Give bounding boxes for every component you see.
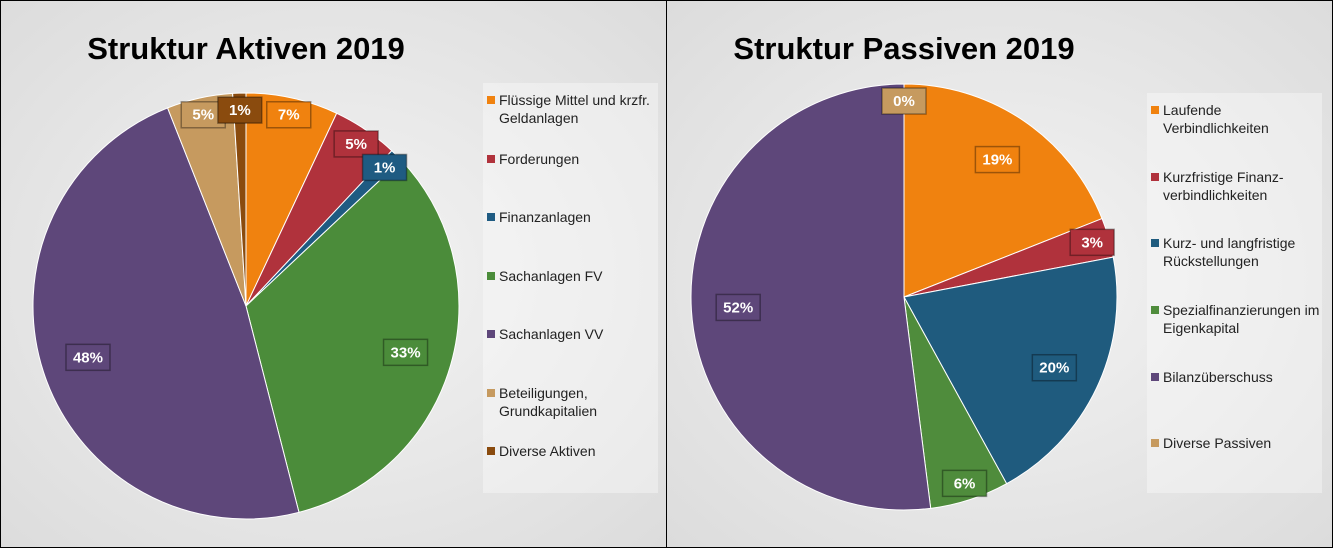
label-box: [65, 343, 111, 372]
legend-label: Spezialfinanzierungen im Eigenkapital: [1163, 302, 1320, 336]
legend-item: Forderungen: [487, 150, 664, 168]
label-box: [361, 153, 408, 182]
legend-swatch: [487, 271, 495, 280]
chart: Struktur Passiven 2019 19% 3% 20% 6% 52% 0%: [690, 31, 1118, 511]
chart: Struktur Aktiven 2019 7% 5% 1% 33% 48% 5% 1%: [32, 31, 460, 520]
value-label: 3%: [1081, 234, 1103, 251]
pie-slice: [903, 83, 1103, 298]
data-label: 52%: [715, 293, 761, 322]
legend-label: Kurz- und langfristige Rückstellungen: [1163, 235, 1296, 270]
legend-item: Diverse Passiven: [1151, 434, 1328, 452]
label-box: [217, 96, 263, 124]
label-box: [974, 145, 1021, 174]
value-label: 19%: [982, 152, 1012, 169]
value-label: 48%: [73, 349, 103, 366]
legend-label: Forderungen: [499, 150, 580, 167]
label-box: [881, 87, 927, 115]
legend-label: Laufende Verbindlichkeiten: [1163, 102, 1269, 136]
legend-label: Flüssige Mittel und krzfr. Geldanlagen: [499, 92, 650, 126]
data-label: 6%: [941, 469, 988, 498]
label-box: [1031, 353, 1078, 382]
legend-item: Kurzfristige Finanz-verbindlichkeiten: [1151, 168, 1328, 204]
legend-item: Sachanlagen FV: [487, 267, 664, 285]
legend-item: Beteiligungen, Grundkapitalien: [487, 384, 664, 420]
value-label: 20%: [1039, 360, 1069, 377]
legend-item: Diverse Aktiven: [487, 442, 664, 460]
value-label: 1%: [374, 159, 396, 176]
legend-label: Diverse Passiven: [1163, 435, 1272, 452]
pie-slice: [232, 92, 247, 307]
data-label: 3%: [1069, 228, 1115, 257]
data-label: 7%: [265, 101, 312, 129]
legend-item: Bilanzüberschuss: [1151, 368, 1328, 386]
data-label: 1%: [361, 153, 408, 182]
data-label: 19%: [974, 145, 1021, 174]
legend-item: Laufende Verbindlichkeiten: [1151, 101, 1328, 137]
legend-swatch: [487, 447, 495, 456]
chart-title: Struktur Passiven 2019: [733, 31, 1074, 66]
value-label: 1%: [229, 102, 251, 119]
value-label: 0%: [893, 93, 915, 110]
legend-swatch: [1151, 239, 1159, 248]
legend-swatch: [487, 213, 495, 222]
label-box: [265, 101, 312, 129]
legend-item: Spezialfinanzierungen im Eigenkapital: [1151, 301, 1328, 337]
value-label: 7%: [278, 107, 300, 124]
value-label: 33%: [391, 344, 421, 361]
value-label: 6%: [954, 475, 976, 492]
legend-swatch: [1151, 172, 1159, 181]
legend-item: Kurz- und langfristige Rückstellungen: [1151, 234, 1328, 270]
data-label: 48%: [65, 343, 111, 372]
value-label: 5%: [345, 136, 367, 153]
value-label: 5%: [192, 107, 214, 124]
legend-label: Beteiligungen, Grundkapitalien: [499, 384, 598, 419]
label-box: [333, 130, 379, 158]
data-label: 1%: [217, 96, 263, 124]
value-label: 52%: [723, 299, 753, 316]
legend-label: Kurzfristige Finanz-verbindlichkeiten: [1163, 168, 1284, 203]
legend-swatch: [487, 96, 495, 104]
label-box: [382, 338, 429, 367]
legend-item: Finanzanlagen: [487, 208, 664, 226]
label-box: [715, 293, 761, 322]
chart-title: Struktur Aktiven 2019: [87, 31, 405, 66]
legend-swatch: [1151, 106, 1159, 114]
legend-swatch: [1151, 306, 1159, 314]
label-box: [1069, 228, 1115, 257]
legend-label: Sachanlagen VV: [499, 326, 604, 343]
panel: Struktur Aktiven 2019 7% 5% 1% 33% 48% 5% 1% Flü…: [0, 0, 668, 548]
label-box: [941, 469, 988, 498]
data-label: 20%: [1031, 353, 1078, 382]
legend: Flüssige Mittel und krzfr. Geldanlagen Fo…: [483, 83, 658, 493]
pie-slice: [903, 256, 1118, 485]
pie-slice: [245, 159, 460, 513]
legend-swatch: [487, 154, 495, 163]
legend-item: Flüssige Mittel und krzfr. Geldanlagen: [487, 91, 664, 127]
data-label: 33%: [382, 338, 429, 367]
pie-slice: [32, 107, 300, 520]
legend-label: Bilanzüberschuss: [1163, 368, 1273, 385]
data-label: 5%: [333, 130, 379, 158]
legend-swatch: [487, 330, 495, 339]
legend: Laufende Verbindlichkeiten Kurzfristige F…: [1147, 93, 1322, 493]
legend-item: Sachanlagen VV: [487, 325, 664, 343]
legend-label: Diverse Aktiven: [499, 443, 596, 460]
legend-swatch: [1151, 372, 1159, 381]
legend-swatch: [1151, 439, 1159, 448]
data-label: 0%: [881, 87, 927, 115]
panel: Struktur Passiven 2019 19% 3% 20% 6% 52% 0% Lau…: [666, 0, 1333, 548]
legend-swatch: [487, 388, 495, 397]
legend-label: Sachanlagen FV: [499, 267, 603, 284]
legend-label: Finanzanlagen: [499, 209, 591, 226]
pie-slice: [690, 83, 932, 511]
